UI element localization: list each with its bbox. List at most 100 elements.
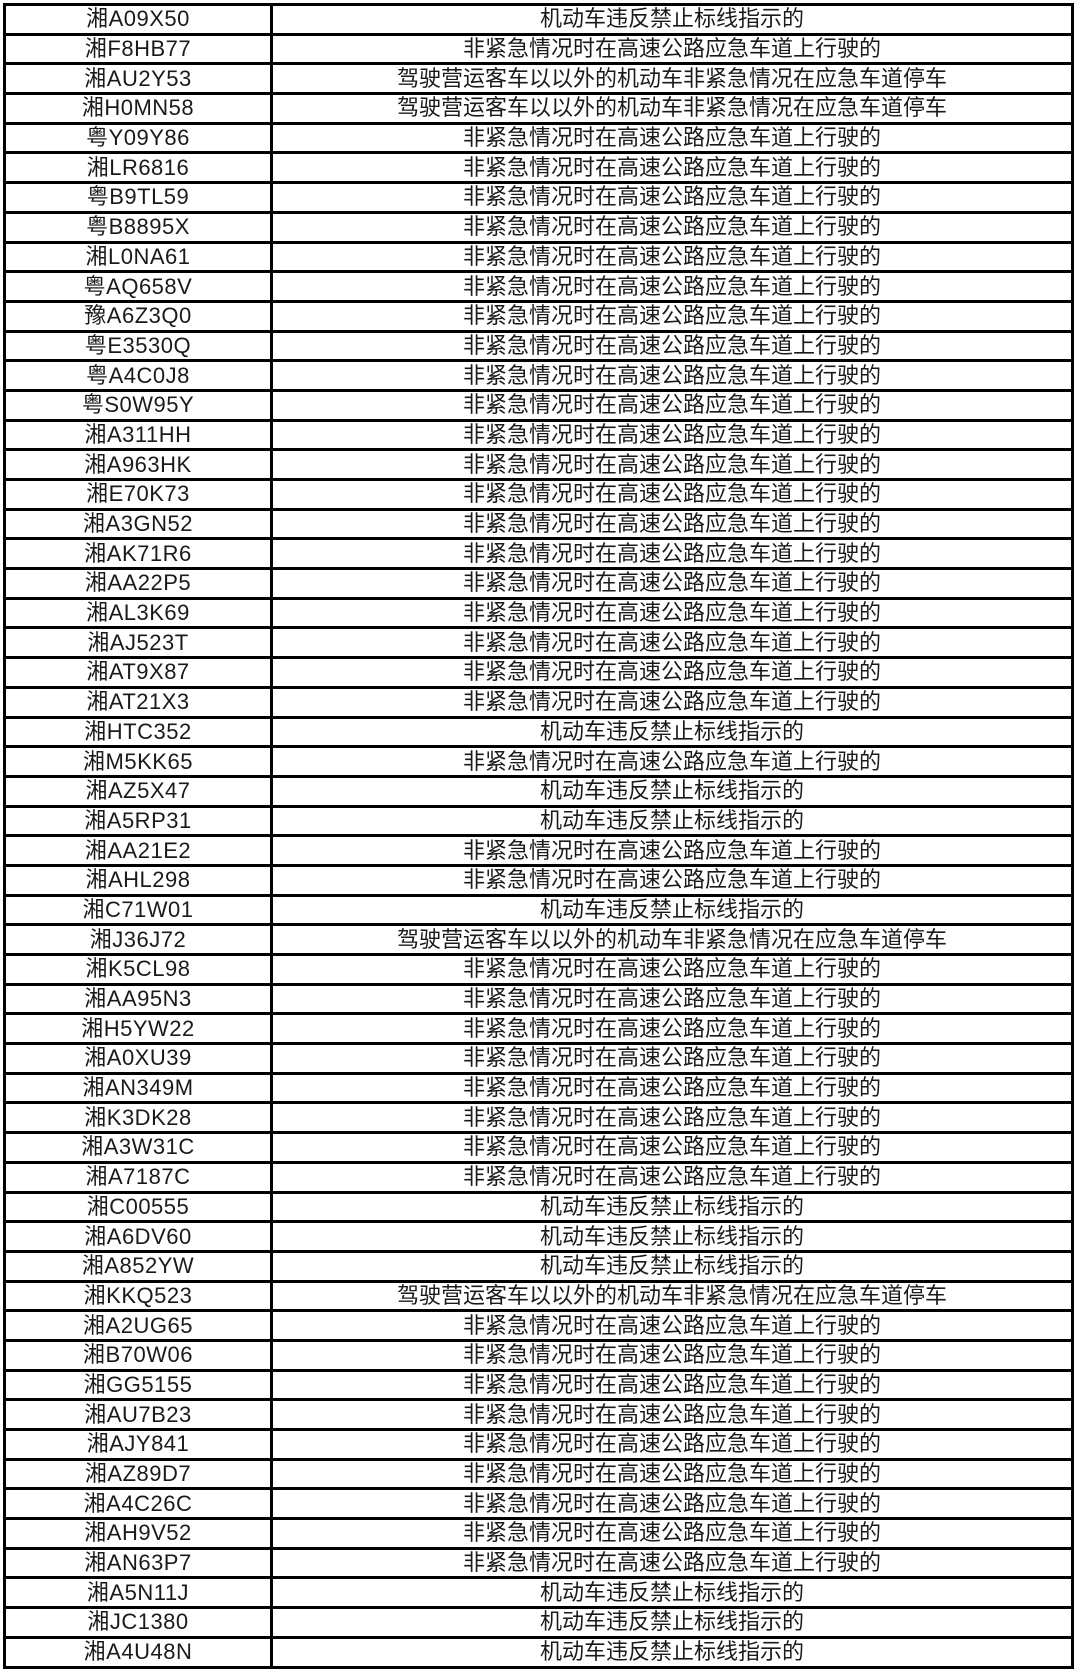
table-row: 湘A963HK 非紧急情况时在高速公路应急车道上行驶的 (3, 448, 1074, 481)
plate-cell: 湘K3DK28 (3, 1101, 273, 1135)
violation-cell: 非紧急情况时在高速公路应急车道上行驶的 (270, 388, 1074, 422)
table-row: 湘E70K73 非紧急情况时在高速公路应急车道上行驶的 (3, 478, 1074, 511)
violation-cell: 非紧急情况时在高速公路应急车道上行驶的 (270, 1338, 1074, 1372)
table-row: 湘M5KK65 非紧急情况时在高速公路应急车道上行驶的 (3, 745, 1074, 778)
violation-cell: 非紧急情况时在高速公路应急车道上行驶的 (270, 834, 1074, 867)
table-row: 湘AA22P5 非紧急情况时在高速公路应急车道上行驶的 (3, 567, 1074, 600)
violation-cell: 非紧急情况时在高速公路应急车道上行驶的 (270, 1131, 1074, 1164)
plate-cell: 粤B8895X (3, 210, 273, 244)
violation-cell: 机动车违反禁止标线指示的 (270, 804, 1074, 838)
table-row: 湘A09X50 机动车违反禁止标线指示的 (3, 3, 1074, 36)
violation-cell: 机动车违反禁止标线指示的 (270, 1576, 1074, 1610)
violation-cell: 非紧急情况时在高速公路应急车道上行驶的 (270, 418, 1074, 452)
violation-cell: 机动车违反禁止标线指示的 (270, 893, 1074, 927)
plate-cell: 湘A2UG65 (3, 1309, 273, 1342)
violation-cell: 非紧急情况时在高速公路应急车道上行驶的 (270, 1071, 1074, 1105)
plate-cell: 湘A311HH (3, 418, 273, 452)
table-row: 湘C00555 机动车违反禁止标线指示的 (3, 1190, 1074, 1224)
plate-cell: 湘C00555 (3, 1190, 273, 1224)
violation-cell: 机动车违反禁止标线指示的 (270, 1249, 1074, 1283)
table-row: 湘C71W01 机动车违反禁止标线指示的 (3, 893, 1074, 927)
violation-cell: 非紧急情况时在高速公路应急车道上行驶的 (270, 448, 1074, 481)
plate-cell: 湘A852YW (3, 1249, 273, 1283)
violation-cell: 非紧急情况时在高速公路应急车道上行驶的 (270, 745, 1074, 778)
table-row: 湘AJY841 非紧急情况时在高速公路应急车道上行驶的 (3, 1428, 1074, 1461)
plate-cell: 湘K5CL98 (3, 953, 273, 986)
table-row: 湘A3W31C 非紧急情况时在高速公路应急车道上行驶的 (3, 1131, 1074, 1164)
table-row: 湘F8HB77 非紧急情况时在高速公路应急车道上行驶的 (3, 32, 1074, 66)
violation-cell: 非紧急情况时在高速公路应急车道上行驶的 (270, 596, 1074, 630)
plate-cell: 粤B9TL59 (3, 181, 273, 214)
violation-cell: 驾驶营运客车以以外的机动车非紧急情况在应急车道停车 (270, 62, 1074, 96)
plate-cell: 湘A3GN52 (3, 507, 273, 541)
violation-table-sheet: 湘A09X50 机动车违反禁止标线指示的 湘F8HB77 非紧急情况时在高速公路应急车… (3, 3, 1074, 1669)
plate-cell: 湘AZ5X47 (3, 774, 273, 808)
violation-cell: 非紧急情况时在高速公路应急车道上行驶的 (270, 299, 1074, 333)
violation-cell: 非紧急情况时在高速公路应急车道上行驶的 (270, 478, 1074, 511)
violation-cell: 非紧急情况时在高速公路应急车道上行驶的 (270, 507, 1074, 541)
plate-cell: 粤A4C0J8 (3, 359, 273, 392)
table-row: 湘AN63P7 非紧急情况时在高速公路应急车道上行驶的 (3, 1546, 1074, 1580)
plate-cell: 湘AT9X87 (3, 656, 273, 689)
table-row: 湘A5N11J 机动车违反禁止标线指示的 (3, 1576, 1074, 1610)
violation-cell: 机动车违反禁止标线指示的 (270, 1606, 1074, 1639)
violation-cell: 非紧急情况时在高速公路应急车道上行驶的 (270, 121, 1074, 155)
table-row: 湘AL3K69 非紧急情况时在高速公路应急车道上行驶的 (3, 596, 1074, 630)
table-row: 粤A4C0J8 非紧急情况时在高速公路应急车道上行驶的 (3, 359, 1074, 392)
violation-cell: 非紧急情况时在高速公路应急车道上行驶的 (270, 1546, 1074, 1580)
plate-cell: 湘A4U48N (3, 1635, 273, 1669)
plate-cell: 粤S0W95Y (3, 388, 273, 422)
violation-cell: 驾驶营运客车以以外的机动车非紧急情况在应急车道停车 (270, 92, 1074, 125)
violation-cell: 驾驶营运客车以以外的机动车非紧急情况在应急车道停车 (270, 923, 1074, 956)
violation-cell: 非紧急情况时在高速公路应急车道上行驶的 (270, 567, 1074, 600)
plate-cell: 湘F8HB77 (3, 32, 273, 66)
plate-cell: 粤E3530Q (3, 329, 273, 363)
violation-cell: 机动车违反禁止标线指示的 (270, 774, 1074, 808)
plate-cell: 豫A6Z3Q0 (3, 299, 273, 333)
plate-cell: 湘E70K73 (3, 478, 273, 511)
plate-cell: 湘A4C26C (3, 1487, 273, 1521)
table-row: 湘J36J72 驾驶营运客车以以外的机动车非紧急情况在应急车道停车 (3, 923, 1074, 956)
table-row: 湘A3GN52 非紧急情况时在高速公路应急车道上行驶的 (3, 507, 1074, 541)
plate-cell: 湘H5YW22 (3, 1012, 273, 1046)
table-row: 湘AZ5X47 机动车违反禁止标线指示的 (3, 774, 1074, 808)
plate-cell: 湘AJY841 (3, 1428, 273, 1461)
plate-cell: 湘AN349M (3, 1071, 273, 1105)
violation-cell: 非紧急情况时在高速公路应急车道上行驶的 (270, 32, 1074, 66)
violation-cell: 驾驶营运客车以以外的机动车非紧急情况在应急车道停车 (270, 1279, 1074, 1313)
table-row: 湘KKQ523 驾驶营运客车以以外的机动车非紧急情况在应急车道停车 (3, 1279, 1074, 1313)
table-row: 粤AQ658V 非紧急情况时在高速公路应急车道上行驶的 (3, 270, 1074, 303)
plate-cell: 湘AT21X3 (3, 685, 273, 719)
table-row: 湘AN349M 非紧急情况时在高速公路应急车道上行驶的 (3, 1071, 1074, 1105)
plate-cell: 湘A5N11J (3, 1576, 273, 1610)
table-row: 湘HTC352 机动车违反禁止标线指示的 (3, 715, 1074, 749)
table-row: 粤Y09Y86 非紧急情况时在高速公路应急车道上行驶的 (3, 121, 1074, 155)
table-row: 豫A6Z3Q0 非紧急情况时在高速公路应急车道上行驶的 (3, 299, 1074, 333)
violation-cell: 机动车违反禁止标线指示的 (270, 1635, 1074, 1669)
table-row: 湘AH9V52 非紧急情况时在高速公路应急车道上行驶的 (3, 1517, 1074, 1550)
plate-cell: 粤Y09Y86 (3, 121, 273, 155)
violation-cell: 机动车违反禁止标线指示的 (270, 1190, 1074, 1224)
table-row: 湘AK71R6 非紧急情况时在高速公路应急车道上行驶的 (3, 537, 1074, 571)
table-row: 湘A4U48N 机动车违反禁止标线指示的 (3, 1635, 1074, 1669)
plate-cell: 湘A6DV60 (3, 1220, 273, 1253)
violation-cell: 非紧急情况时在高速公路应急车道上行驶的 (270, 210, 1074, 244)
plate-cell: 湘JC1380 (3, 1606, 273, 1639)
violation-table-body: 湘A09X50 机动车违反禁止标线指示的 湘F8HB77 非紧急情况时在高速公路应急车… (3, 3, 1074, 1669)
violation-cell: 非紧急情况时在高速公路应急车道上行驶的 (270, 1160, 1074, 1194)
table-row: 湘K5CL98 非紧急情况时在高速公路应急车道上行驶的 (3, 953, 1074, 986)
plate-cell: 湘H0MN58 (3, 92, 273, 125)
table-row: 湘H5YW22 非紧急情况时在高速公路应急车道上行驶的 (3, 1012, 1074, 1046)
plate-cell: 湘A5RP31 (3, 804, 273, 838)
plate-cell: 湘AZ89D7 (3, 1457, 273, 1491)
violation-cell: 机动车违反禁止标线指示的 (270, 3, 1074, 36)
plate-cell: 湘AU7B23 (3, 1398, 273, 1431)
plate-cell: 湘AA22P5 (3, 567, 273, 600)
violation-cell: 非紧急情况时在高速公路应急车道上行驶的 (270, 1012, 1074, 1046)
table-row: 湘LR6816 非紧急情况时在高速公路应急车道上行驶的 (3, 151, 1074, 185)
plate-cell: 粤AQ658V (3, 270, 273, 303)
table-row: 湘A2UG65 非紧急情况时在高速公路应急车道上行驶的 (3, 1309, 1074, 1342)
plate-cell: 湘C71W01 (3, 893, 273, 927)
table-row: 湘K3DK28 非紧急情况时在高速公路应急车道上行驶的 (3, 1101, 1074, 1135)
table-row: 湘A6DV60 机动车违反禁止标线指示的 (3, 1220, 1074, 1253)
